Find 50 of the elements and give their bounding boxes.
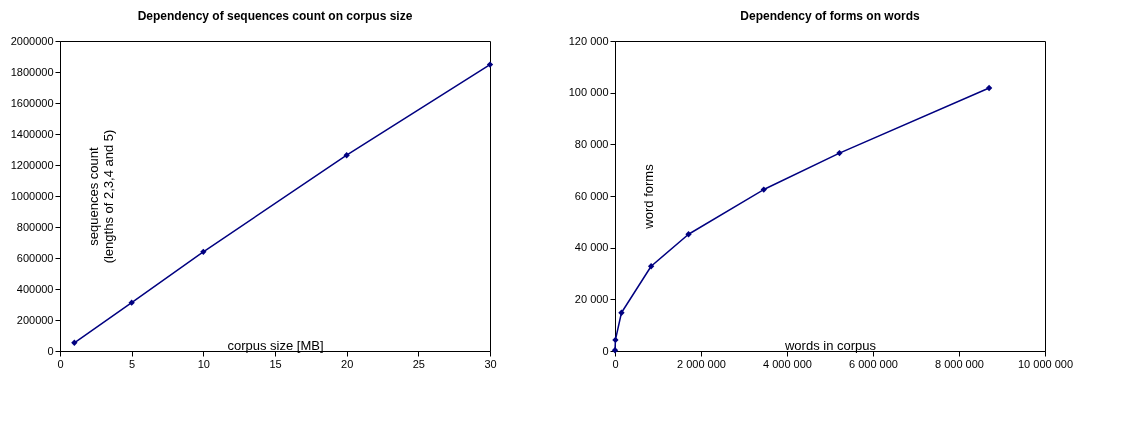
y-tick-label: 1200000 <box>10 158 54 171</box>
point <box>200 248 207 255</box>
x-tick-label: 0 <box>57 357 64 370</box>
point <box>647 263 655 270</box>
y-tick-label: 200000 <box>16 313 54 326</box>
x-tick-label: 8 000 000 <box>935 357 984 370</box>
x-tick-label: 30 <box>484 357 497 370</box>
y-axis-title: sequences count (lengths of 2,3,4 and 5) <box>85 129 116 264</box>
y-tick-label: 1800000 <box>10 65 54 78</box>
x-axis-title: words in corpus <box>783 337 877 353</box>
x-axis-title: corpus size [MB] <box>227 337 324 353</box>
point <box>618 309 625 316</box>
y-tick-label: 40 000 <box>574 241 609 254</box>
x-tick-label: 10 000 000 <box>1017 357 1074 370</box>
point <box>836 149 843 157</box>
chart-title: Dependency of sequences count on corpus size <box>137 9 413 23</box>
x-tick-label: 6 000 000 <box>849 357 898 370</box>
x-tick-label: 20 <box>341 357 354 370</box>
point <box>71 339 78 346</box>
y-tick-label: 120 000 <box>568 34 609 47</box>
point <box>612 336 619 344</box>
point <box>985 84 993 92</box>
x-tick-label: 10 <box>197 357 210 370</box>
point <box>685 231 692 238</box>
point <box>760 186 767 193</box>
y-tick-label: 100 000 <box>568 86 609 99</box>
point <box>343 152 350 159</box>
y-tick-label: 1400000 <box>10 127 54 140</box>
y-tick-label: 0 <box>47 344 54 357</box>
y-tick-label: 800000 <box>16 220 54 233</box>
y-tick-label: 80 000 <box>574 137 609 150</box>
x-tick-label: 4 000 000 <box>763 357 812 370</box>
x-tick-label: 0 <box>612 357 619 370</box>
chart-title: Dependency of forms on words <box>740 9 920 23</box>
x-tick-label: 5 <box>129 357 136 370</box>
point <box>128 299 135 306</box>
x-tick-label: 25 <box>412 357 425 370</box>
y-tick-label: 1000000 <box>10 189 54 202</box>
y-tick-label: 0 <box>602 344 609 357</box>
point <box>486 61 494 68</box>
y-tick-label: 400000 <box>16 282 54 295</box>
x-tick-label: 15 <box>269 357 282 370</box>
x-tick-label: 2 000 000 <box>677 357 726 370</box>
point <box>611 347 619 354</box>
y-tick-label: 600000 <box>16 251 54 264</box>
y-tick-label: 1600000 <box>10 96 54 109</box>
y-tick-label: 60 000 <box>574 189 609 202</box>
y-tick-label: 20 000 <box>574 292 609 305</box>
y-tick-label: 2000000 <box>10 34 54 47</box>
y-axis-title: word forms <box>640 163 656 230</box>
